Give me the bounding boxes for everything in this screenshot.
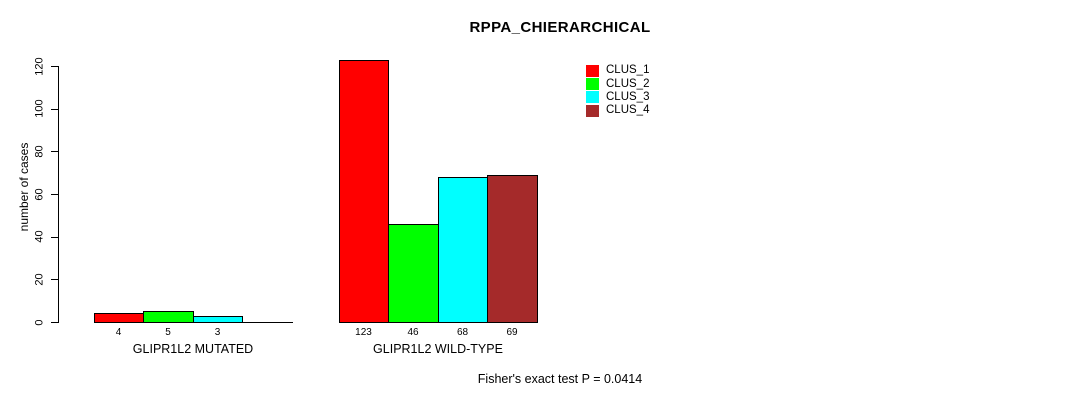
- bar: [339, 60, 389, 323]
- y-tick: [51, 194, 59, 195]
- bar-value-label: 4: [115, 327, 122, 338]
- bar-value-label: 3: [214, 327, 221, 338]
- bar-value-label: 123: [355, 327, 372, 338]
- legend-label: CLUS_4: [606, 104, 650, 116]
- chart-title: RPPA_CHIERARCHICAL: [469, 19, 651, 36]
- group-label: GLIPR1L2 WILD-TYPE: [373, 342, 503, 356]
- bar-value-label: 5: [165, 327, 171, 338]
- bar: [487, 175, 538, 323]
- legend-swatch: [586, 65, 599, 77]
- bar-value-label: 46: [407, 327, 419, 338]
- y-axis-title: number of cases: [17, 142, 31, 232]
- bar: [94, 313, 144, 323]
- y-tick: [51, 237, 59, 238]
- legend-label: CLUS_1: [606, 64, 650, 76]
- group-label: GLIPR1L2 MUTATED: [132, 342, 254, 356]
- bar: [143, 311, 194, 323]
- fisher-test-annotation: Fisher's exact test P = 0.0414: [477, 372, 643, 386]
- bar: [388, 224, 439, 323]
- y-tick: [51, 279, 59, 280]
- zero-bar-line: [242, 322, 293, 323]
- y-tick: [51, 322, 59, 323]
- legend-label: CLUS_3: [606, 91, 650, 103]
- legend-swatch: [586, 78, 599, 90]
- y-tick: [51, 151, 59, 152]
- bar-value-label: 68: [456, 327, 469, 338]
- legend-swatch: [586, 91, 599, 103]
- legend-swatch: [586, 105, 599, 117]
- y-tick: [51, 109, 59, 110]
- y-tick-label: 120: [33, 57, 46, 76]
- bar: [193, 316, 243, 323]
- legend-label: CLUS_2: [606, 78, 650, 90]
- bar: [438, 177, 488, 323]
- y-tick: [51, 66, 59, 67]
- bar-value-label: 69: [506, 327, 518, 338]
